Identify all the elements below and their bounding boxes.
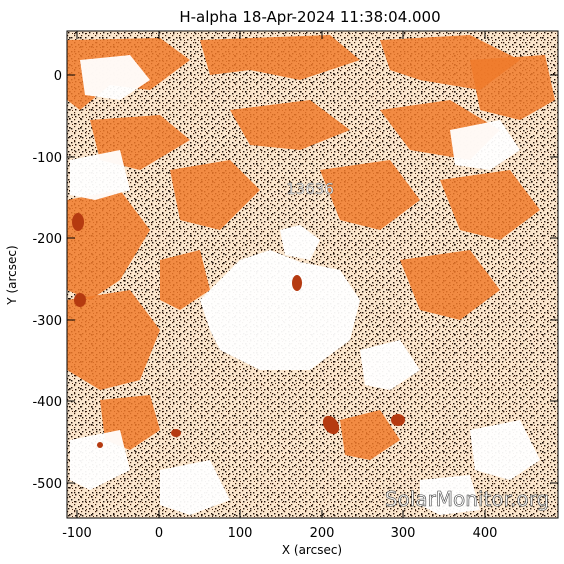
y-axis-label: Y (arcsec) bbox=[5, 245, 19, 305]
y-tick-label: 0 bbox=[54, 69, 62, 84]
chromospheric-network bbox=[67, 35, 555, 460]
y-tick-label: -100 bbox=[32, 151, 62, 166]
x-tick-labels: -100 0 100 200 300 400 bbox=[62, 526, 497, 541]
bright-regions bbox=[70, 55, 540, 515]
plot-frame bbox=[66, 30, 559, 519]
x-tick-marks bbox=[76, 31, 486, 518]
x-tick-label: 300 bbox=[391, 526, 416, 541]
x-tick-label: 400 bbox=[473, 526, 498, 541]
x-tick-label: -100 bbox=[62, 526, 92, 541]
x-tick-label: 0 bbox=[155, 526, 163, 541]
x-tick-label: 100 bbox=[228, 526, 253, 541]
y-tick-marks bbox=[67, 74, 558, 484]
x-tick-label: 200 bbox=[310, 526, 335, 541]
flare-kernels bbox=[72, 213, 405, 448]
y-tick-labels: 0 -100 -200 -300 -400 -500 bbox=[32, 69, 62, 492]
active-region-label: 13636 bbox=[286, 180, 334, 198]
h-alpha-image: 13636 SolarMonitor.org bbox=[67, 31, 558, 518]
y-tick-label: -500 bbox=[32, 477, 62, 492]
image-title: H-alpha 18-Apr-2024 11:38:04.000 bbox=[179, 8, 440, 26]
x-axis-label: X (arcsec) bbox=[282, 543, 342, 557]
y-tick-label: -200 bbox=[32, 232, 62, 247]
watermark: SolarMonitor.org bbox=[385, 487, 549, 511]
y-tick-label: -300 bbox=[32, 314, 62, 329]
y-tick-label: -400 bbox=[32, 395, 62, 410]
